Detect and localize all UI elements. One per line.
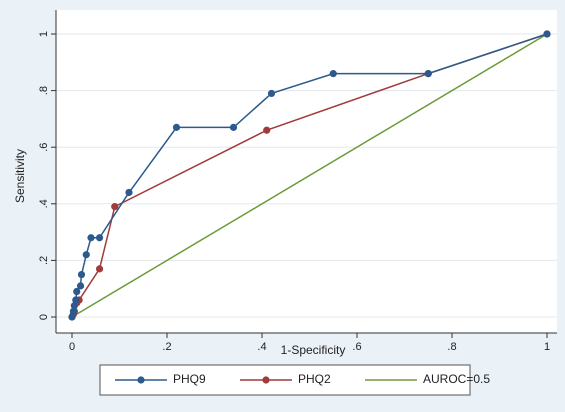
data-point-phq9 [70,302,78,310]
data-point-phq9 [329,70,337,78]
data-point-phq9 [543,30,551,38]
series-line-auroc-0-5 [71,33,548,318]
y-tick-label: .6 [38,143,50,152]
y-tick-label: 1 [38,31,50,37]
x-axis-ticks: 0 .2 .4 .6 .8 1 [69,333,550,353]
data-point-phq9 [172,123,181,131]
x-tick-label: .2 [162,341,171,353]
legend-item-auroc-0-5: AUROC=0.5 [365,372,490,386]
data-point-phq9 [125,188,133,197]
legend-swatch-marker [137,376,145,384]
x-tick-label: 1 [544,341,550,353]
data-point-phq9 [87,234,95,242]
x-tick-label: .4 [257,341,266,353]
legend-items: PHQ9 PHQ2 AUROC=0.5 [115,372,490,386]
data-point-phq2 [111,203,119,211]
series-layer [68,30,551,321]
y-tick-label: .8 [38,86,50,95]
data-point-phq9 [68,313,76,321]
data-point-phq9 [267,89,276,98]
y-tick-label: 0 [38,314,50,320]
legend-label: AUROC=0.5 [423,372,490,386]
y-axis-label: Sensitivity [13,149,27,203]
x-tick-label: .8 [447,341,456,353]
series-auroc-0-5 [71,33,548,318]
data-point-phq9 [73,287,81,296]
x-tick-label: 0 [69,341,75,353]
y-tick-label: .2 [38,256,50,265]
data-point-phq9 [95,234,104,242]
data-point-phq9 [229,123,238,131]
legend-swatch-marker [262,376,270,384]
data-point-phq2 [95,265,104,273]
legend-label: PHQ2 [298,372,331,386]
legend: PHQ9 PHQ2 AUROC=0.5 [99,364,490,396]
legend-label: PHQ9 [173,372,206,386]
legend-item-phq2: PHQ2 [240,372,331,386]
plot-area [56,10,557,333]
data-point-phq9 [77,270,86,279]
data-point-phq9 [76,282,85,290]
x-axis-label: 1-Specificity [281,343,346,357]
data-point-phq9 [72,296,80,304]
legend-item-phq9: PHQ9 [115,372,206,386]
y-tick-label: .4 [38,199,50,208]
data-point-phq9 [424,70,432,78]
data-point-phq9 [69,307,78,315]
y-axis-ticks: 0 .2 .4 .6 .8 1 [38,31,56,320]
x-tick-label: .6 [352,341,361,353]
data-point-phq2 [263,126,271,134]
data-point-phq9 [82,251,90,259]
grid-lines [56,33,557,318]
series-phq9 [68,30,551,321]
